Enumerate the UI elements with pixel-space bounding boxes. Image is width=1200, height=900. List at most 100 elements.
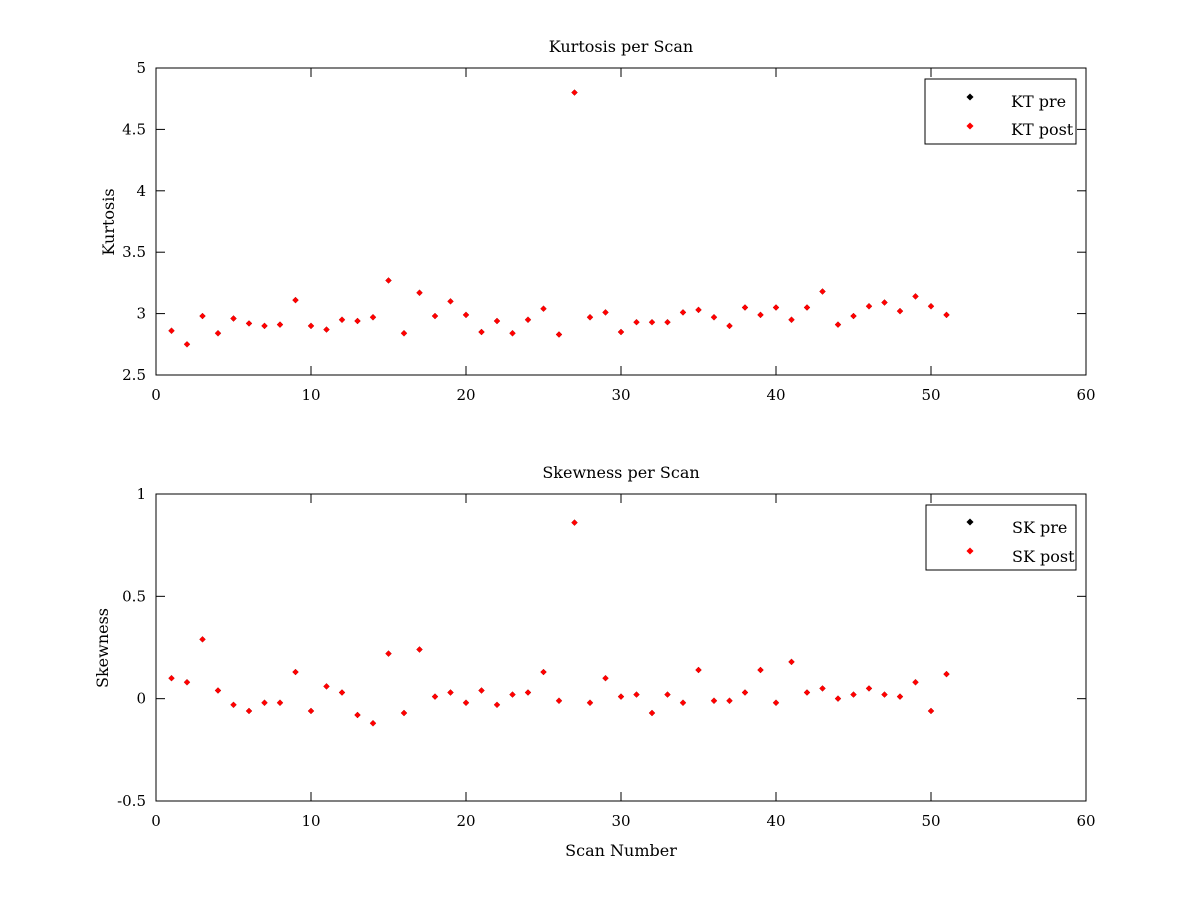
kurtosis-x-tick-label: 10 [301,386,320,404]
skewness-y-tick-label: -0.5 [117,792,146,810]
data-point-sk-post [664,691,671,698]
kurtosis-x-tick-label: 40 [766,386,785,404]
kurtosis-y-tick-label: 4 [136,182,146,200]
skewness-x-tick-label: 40 [766,812,785,830]
data-point-sk-post [602,675,609,682]
data-point-sk-post [772,699,780,706]
data-point-sk-post [726,697,733,704]
data-point-kt-post [261,322,268,329]
data-point-sk-post [943,670,950,678]
data-point-kt-post [695,306,702,314]
kurtosis-y-tick-label: 4.5 [122,120,146,138]
data-point-sk-post [695,666,702,674]
data-point-sk-post [757,666,764,674]
legend-label-sk-post: SK post [1012,547,1075,566]
skewness-y-tick-label: 0.5 [122,587,146,605]
skewness-legend-box [925,504,1077,571]
legend-label-kt-pre: KT pre [1011,92,1066,111]
data-point-sk-post [912,679,919,686]
skewness-x-tick-label: 10 [301,812,320,830]
data-point-sk-post [509,691,516,698]
data-point-sk-post [261,699,268,706]
skewness-ticks: 0 10 20 30 40 50 60 -0.5 0 0.5 1 [117,485,1095,830]
skewness-x-axis-label: Scan Number [565,841,677,860]
data-point-kt-post [354,317,361,325]
legend-marker-kt-pre-shape [966,93,974,101]
data-point-sk-post [803,689,811,696]
kurtosis-y-tick-label: 2.5 [122,366,146,384]
data-point-sk-post [927,707,935,715]
data-point-sk-post [741,689,749,696]
skewness-x-tick-label: 20 [456,812,475,830]
kurtosis-legend: KT pre KT post [924,78,1077,145]
kurtosis-x-tick-label: 50 [921,386,940,404]
data-point-kt-post [385,277,392,284]
data-point-kt-post [323,326,330,333]
data-point-sk-post [834,695,842,702]
skewness-x-tick-label: 60 [1076,812,1095,830]
data-point-kt-post [431,312,439,320]
legend-marker-sk-post [966,547,974,555]
data-point-kt-post [447,298,454,305]
kurtosis-y-tick-label: 5 [136,59,146,77]
data-point-kt-post [865,303,873,310]
legend-marker-kt-post [966,122,974,130]
data-point-sk-post [462,699,470,706]
data-point-kt-post [803,304,811,311]
data-point-sk-post [865,685,873,692]
skewness-y-tick-label: 1 [136,485,146,503]
kurtosis-chart-title: Kurtosis per Scan [549,37,693,56]
data-point-kt-post [912,293,919,300]
kurtosis-legend-box [924,78,1077,145]
data-point-sk-post [648,709,656,717]
data-point-kt-post [710,314,718,321]
data-point-sk-post [431,693,439,700]
data-point-sk-post [400,709,408,717]
kurtosis-x-tick-label: 30 [611,386,630,404]
legend-label-sk-pre: SK pre [1012,518,1067,537]
kurtosis-x-tick-label: 0 [151,386,161,404]
data-point-sk-post [369,720,377,727]
skewness-x-tick-label: 0 [151,812,161,830]
data-point-kt-post [772,304,780,311]
skewness-legend: SK pre SK post [925,504,1077,571]
data-point-sk-post [292,668,299,676]
data-point-kt-post [369,314,377,321]
legend-marker-sk-pre-shape [966,518,974,526]
data-point-sk-post [788,658,795,665]
data-point-sk-post [679,699,687,706]
data-point-sk-post [230,701,237,708]
data-point-sk-post [555,697,563,704]
skewness-y-tick-label: 0 [136,690,146,708]
data-point-kt-post [462,311,470,318]
kurtosis-y-tick-label: 3.5 [122,243,146,261]
data-point-kt-post [509,330,516,337]
kurtosis-y-tick-label: 3 [136,305,146,323]
data-point-kt-post [307,322,315,329]
skewness-x-tick-label: 30 [611,812,630,830]
skewness-chart-title: Skewness per Scan [542,463,699,482]
data-point-kt-post [617,328,625,336]
data-point-sk-post [323,683,330,690]
data-point-kt-post [292,296,299,304]
kurtosis-x-tick-label: 60 [1076,386,1095,404]
kurtosis-chart: Kurtosis per Scan Kurtosis 0 10 20 30 40 50 60… [99,37,1096,404]
data-point-sk-post [540,668,547,676]
data-point-kt-post [586,314,594,321]
kurtosis-ticks: 0 10 20 30 40 50 60 2.5 3 3.5 4 4.5 5 [122,59,1095,404]
data-point-sk-post [617,693,625,700]
data-point-kt-post [524,316,532,323]
data-point-sk-post [307,707,315,715]
data-point-sk-post [850,691,857,698]
skewness-y-axis-label: Skewness [93,608,112,688]
legend-marker-sk-post-shape [966,547,974,555]
kurtosis-y-axis-label: Kurtosis [99,188,118,255]
legend-marker-kt-post-shape [966,122,974,130]
skewness-x-tick-label: 50 [921,812,940,830]
skewness-chart: Skewness per Scan Skewness Scan Number 0… [93,463,1096,860]
data-point-sk-post [819,685,826,692]
skewness-points [168,519,950,727]
data-point-kt-post [741,304,749,311]
data-point-kt-post [400,330,408,337]
